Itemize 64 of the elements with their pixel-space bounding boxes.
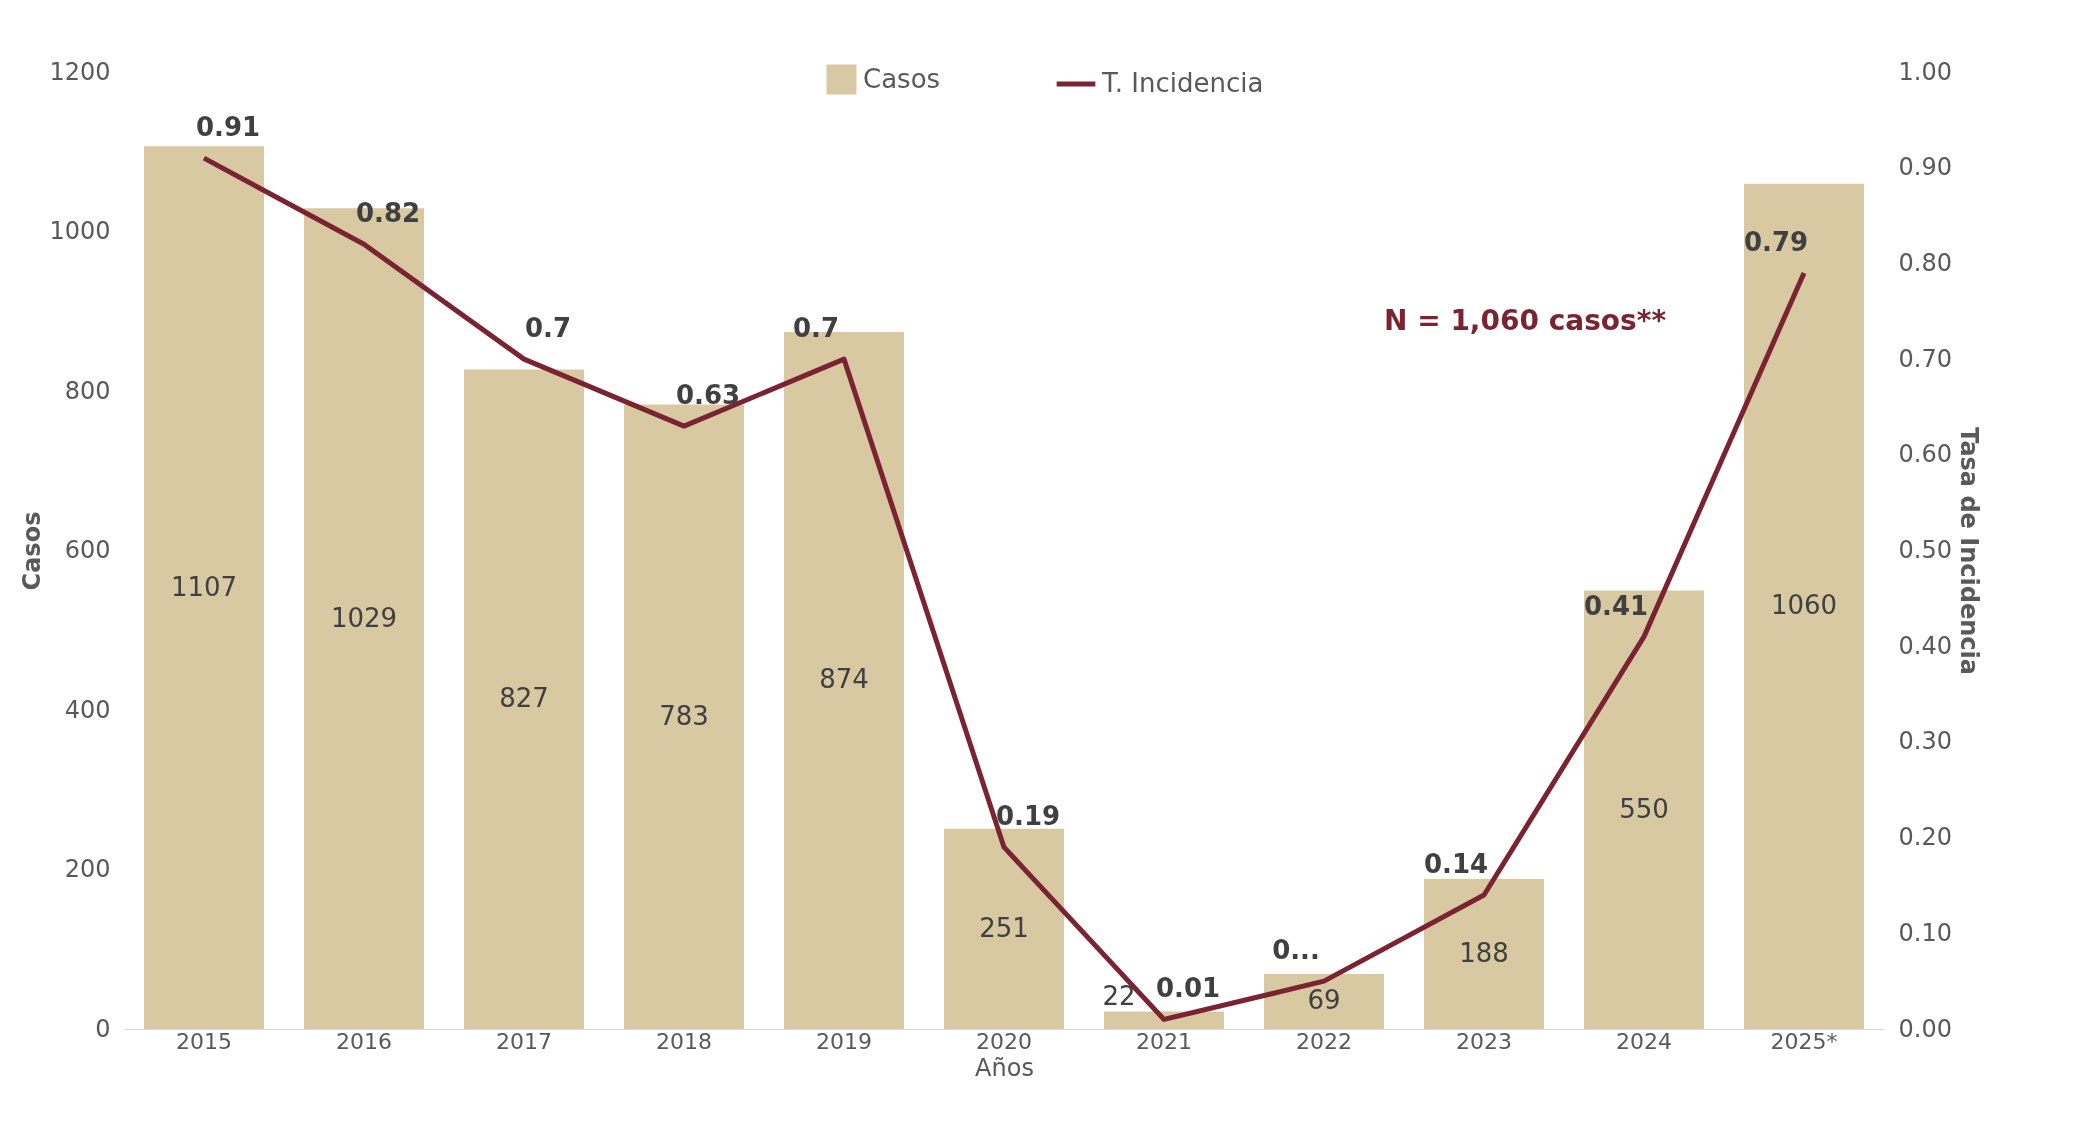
y-tick-label: 200	[64, 855, 111, 883]
x-tick-label: 2016	[336, 1028, 392, 1054]
data-label: 0.63	[675, 380, 741, 411]
data-label: 874	[819, 664, 869, 695]
y-tick-label: 0	[95, 1014, 111, 1043]
data-label: 1029	[330, 602, 398, 633]
data-label: 0.41	[1583, 590, 1649, 621]
data-label: 0...	[1272, 935, 1320, 966]
x-tick-label: 2024	[1616, 1028, 1672, 1054]
y-tick-label: 1200	[49, 57, 111, 86]
y2-tick-label: 0.20	[1898, 823, 1952, 852]
y-tick-label: 600	[64, 536, 111, 564]
bar	[464, 369, 584, 1029]
x-tick-label: 2018	[656, 1028, 712, 1054]
data-label: 188	[1459, 938, 1509, 969]
y-tick-label: 800	[64, 376, 111, 405]
y2-tick-label: 0.90	[1898, 153, 1952, 182]
data-label: 0.79	[1743, 226, 1809, 257]
y2-tick-label: 0.30	[1898, 727, 1952, 756]
y2-tick-label: 0.70	[1898, 344, 1952, 373]
y2-tick-label: 0.00	[1898, 1014, 1952, 1043]
x-tick-label: 2025*	[1770, 1028, 1838, 1054]
data-label: 69	[1307, 985, 1341, 1016]
legend-label: T. Incidencia	[1101, 68, 1264, 98]
data-label: 783	[659, 700, 709, 731]
x-tick-label: 2015	[176, 1028, 232, 1054]
data-label: 827	[499, 683, 549, 714]
data-label: 251	[979, 912, 1029, 943]
y2-tick-label: 1.00	[1898, 57, 1952, 86]
data-label: 0.82	[355, 198, 421, 229]
y2-axis-title: Tasa de Incidencia	[1954, 427, 1983, 675]
data-label: 0.91	[195, 112, 261, 143]
data-label: 0.7	[524, 313, 572, 344]
legend-label: Casos	[863, 63, 941, 94]
y2-tick-label: 0.40	[1898, 631, 1952, 660]
y2-tick-label: 0.10	[1898, 918, 1952, 947]
data-label: 1060	[1770, 590, 1838, 621]
x-tick-label: 2022	[1296, 1028, 1352, 1054]
y-tick-label: 1000	[49, 217, 111, 245]
data-label: 1107	[170, 571, 238, 602]
annotation: N = 1,060 casos**	[1384, 304, 1667, 337]
bar	[1584, 590, 1704, 1029]
y2-tick-label: 0.80	[1898, 248, 1952, 277]
x-tick-label: 2019	[816, 1028, 872, 1054]
bar	[144, 146, 264, 1029]
y-tick-label: 400	[64, 695, 111, 724]
data-label: 0.19	[995, 801, 1061, 832]
x-tick-label: 2021	[1136, 1028, 1192, 1054]
data-label: 0.7	[792, 313, 840, 344]
x-axis-title: Años	[975, 1053, 1034, 1082]
x-tick-label: 2023	[1456, 1028, 1512, 1054]
y2-tick-label: 0.60	[1898, 440, 1952, 469]
data-label: 550	[1619, 793, 1669, 824]
data-label: 0.01	[1155, 973, 1221, 1004]
x-tick-label: 2017	[496, 1028, 552, 1054]
bar	[944, 828, 1064, 1029]
bar	[624, 404, 744, 1029]
data-label: 0.14	[1423, 849, 1489, 880]
data-label: 22	[1102, 981, 1136, 1012]
bar	[1744, 183, 1864, 1029]
y2-tick-label: 0.50	[1898, 536, 1952, 564]
x-tick-label: 2020	[976, 1028, 1032, 1054]
y-axis-title: Casos	[18, 511, 47, 591]
bar	[1424, 879, 1544, 1029]
